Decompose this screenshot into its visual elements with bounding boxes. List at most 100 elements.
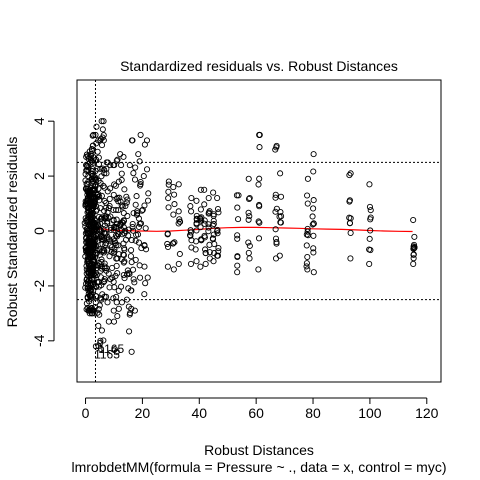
data-point bbox=[135, 239, 142, 246]
data-point bbox=[91, 254, 98, 261]
data-point bbox=[109, 274, 116, 281]
data-point bbox=[136, 262, 143, 269]
x-tick-label: 100 bbox=[358, 405, 382, 421]
data-point bbox=[99, 240, 106, 248]
data-point bbox=[304, 225, 311, 232]
data-point bbox=[94, 192, 101, 199]
data-point bbox=[122, 202, 129, 210]
data-point bbox=[366, 235, 373, 242]
data-point bbox=[145, 197, 152, 204]
data-point bbox=[115, 231, 122, 238]
data-point bbox=[193, 258, 200, 265]
data-point bbox=[256, 175, 263, 182]
data-point bbox=[141, 242, 148, 249]
data-point bbox=[310, 232, 317, 239]
data-point bbox=[103, 267, 110, 274]
data-point bbox=[98, 192, 105, 199]
data-point bbox=[113, 157, 120, 164]
data-point bbox=[304, 253, 311, 261]
data-point bbox=[272, 191, 279, 198]
x-tick-label: 20 bbox=[135, 405, 151, 421]
data-point bbox=[138, 207, 145, 214]
data-point bbox=[210, 189, 217, 196]
data-point bbox=[85, 167, 92, 174]
data-point bbox=[347, 170, 354, 177]
data-point bbox=[310, 168, 317, 175]
data-point bbox=[98, 258, 105, 266]
y-axis-label: Robust Standardized residuals bbox=[4, 137, 20, 328]
data-point bbox=[125, 232, 132, 239]
data-point bbox=[104, 299, 111, 306]
data-point bbox=[105, 318, 112, 325]
data-point bbox=[90, 131, 97, 138]
data-point bbox=[346, 219, 353, 227]
data-point bbox=[175, 181, 182, 188]
data-point bbox=[136, 158, 143, 165]
data-point bbox=[410, 241, 418, 248]
data-point bbox=[206, 241, 213, 248]
data-point bbox=[366, 260, 373, 267]
data-point bbox=[120, 252, 127, 259]
data-point bbox=[272, 235, 280, 242]
data-point bbox=[170, 266, 177, 273]
data-point bbox=[96, 311, 103, 318]
data-point bbox=[125, 270, 132, 277]
data-point bbox=[193, 197, 200, 204]
identified-point-label: 1165 bbox=[94, 348, 120, 362]
data-point bbox=[100, 132, 107, 139]
data-point bbox=[114, 156, 121, 163]
data-point bbox=[197, 224, 204, 231]
data-point bbox=[130, 276, 137, 283]
data-point bbox=[234, 269, 241, 276]
data-point bbox=[112, 272, 119, 280]
data-point bbox=[120, 224, 127, 231]
x-tick-label: 80 bbox=[305, 405, 321, 421]
data-point bbox=[192, 246, 199, 253]
data-point bbox=[89, 166, 96, 173]
data-point bbox=[117, 151, 124, 158]
data-point bbox=[124, 196, 131, 203]
data-point bbox=[110, 307, 117, 314]
data-point bbox=[93, 246, 100, 254]
data-point bbox=[128, 348, 135, 355]
data-point bbox=[188, 195, 195, 202]
data-point bbox=[119, 203, 126, 210]
data-point bbox=[128, 247, 135, 254]
data-point bbox=[277, 170, 284, 177]
data-point bbox=[277, 193, 285, 200]
data-point bbox=[276, 252, 283, 259]
data-point bbox=[103, 170, 110, 177]
data-point bbox=[117, 222, 124, 229]
data-point bbox=[96, 302, 103, 309]
data-point bbox=[256, 201, 263, 209]
data-point bbox=[112, 182, 119, 189]
data-point bbox=[187, 229, 195, 236]
data-point bbox=[165, 204, 172, 211]
data-point bbox=[123, 296, 130, 303]
data-point bbox=[303, 231, 310, 238]
data-point bbox=[276, 213, 283, 220]
data-point bbox=[171, 201, 178, 208]
data-point bbox=[201, 234, 208, 241]
x-axis-label: Robust Distances bbox=[204, 442, 314, 458]
data-point bbox=[201, 186, 208, 193]
data-point bbox=[410, 216, 417, 224]
data-point bbox=[89, 275, 96, 282]
data-point bbox=[246, 194, 253, 202]
data-point bbox=[303, 260, 310, 267]
y-tick-label: 4 bbox=[31, 117, 47, 125]
data-point bbox=[135, 151, 142, 158]
data-point bbox=[132, 237, 139, 244]
data-point bbox=[100, 247, 107, 254]
data-point bbox=[100, 278, 107, 286]
data-point bbox=[121, 275, 128, 282]
data-point bbox=[304, 200, 311, 207]
data-point bbox=[171, 191, 178, 198]
data-point bbox=[106, 202, 113, 209]
data-point bbox=[137, 181, 144, 188]
data-point bbox=[255, 235, 263, 242]
data-point bbox=[106, 236, 113, 243]
data-point bbox=[141, 141, 148, 148]
data-point bbox=[98, 118, 105, 125]
x-tick-label: 60 bbox=[248, 405, 264, 421]
